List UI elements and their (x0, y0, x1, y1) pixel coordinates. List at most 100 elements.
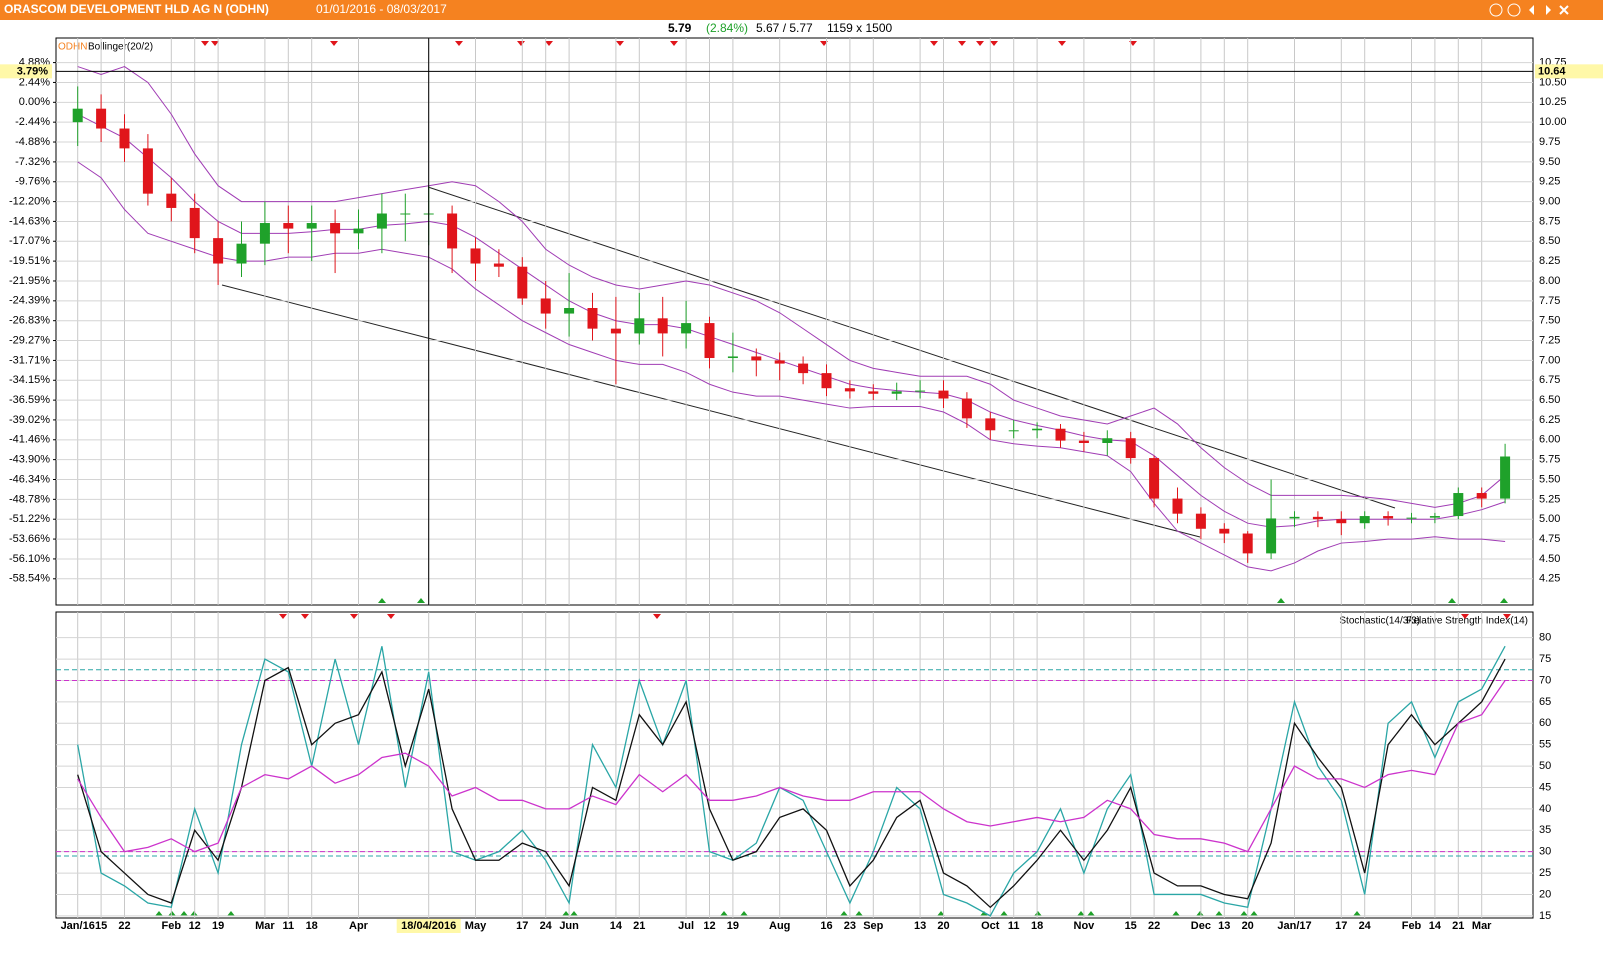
y2-tick-label: -24.39% (9, 295, 50, 307)
x-tick-label: Jul (678, 920, 694, 932)
y2-tick-label: -14.63% (9, 215, 50, 227)
candle-body (1032, 428, 1043, 431)
candle-body (1078, 440, 1089, 443)
crosshair-y2-label: 3.79% (17, 65, 48, 77)
candle-body (517, 266, 528, 299)
legend-symbol: ODHN (58, 42, 87, 53)
size: 1159 x 1500 (827, 21, 892, 35)
y2-tick-label: -53.66% (9, 533, 50, 545)
candle-body (493, 263, 504, 267)
y-tick-label: 65 (1539, 696, 1551, 708)
y-tick-label: 5.00 (1539, 513, 1560, 525)
y-tick-label: 20 (1539, 888, 1551, 900)
x-tick-label: Sep (863, 920, 883, 932)
candle-body (400, 213, 411, 215)
x-tick-label: Nov (1074, 920, 1096, 932)
bid-ask: 5.67 / 5.77 (756, 21, 813, 35)
candle-body (1195, 513, 1206, 529)
x-tick-label: 20 (1242, 920, 1254, 932)
title: ORASCOM DEVELOPMENT HLD AG N (ODHN) (4, 2, 269, 16)
candle-body (1125, 438, 1136, 459)
close[interactable] (1559, 5, 1569, 15)
x-tick-label: Feb (1402, 920, 1422, 932)
prev[interactable] (1529, 5, 1534, 15)
trend-line (427, 186, 1396, 509)
y-tick-label: 25 (1539, 867, 1551, 879)
x-tick-label: Jun (559, 920, 579, 932)
x-tick-label: 22 (1148, 920, 1160, 932)
x-tick-label: 15 (1125, 920, 1137, 932)
y-tick-label: 5.75 (1539, 454, 1560, 466)
candle-body (259, 223, 270, 244)
x-tick-label: 11 (282, 920, 294, 932)
y-tick-label: 7.75 (1539, 295, 1560, 307)
y-tick-label: 9.75 (1539, 136, 1560, 148)
x-tick-label: 12 (703, 920, 715, 932)
candle-body (119, 128, 130, 149)
candle-body (704, 323, 715, 359)
x-tick-label: Jan/17 (1277, 920, 1311, 932)
candle-body (330, 223, 341, 234)
y2-tick-label: -26.83% (9, 315, 50, 327)
candle-body (985, 418, 996, 431)
candle-body (774, 360, 785, 364)
candle-body (213, 238, 224, 264)
x-tick-label: 20 (937, 920, 949, 932)
indicator-line (77, 658, 1506, 909)
window-controls[interactable] (1489, 3, 1569, 17)
candle-body (657, 318, 668, 334)
candle-body (1102, 438, 1113, 443)
next[interactable] (1546, 5, 1551, 15)
x-tick-label: 21 (1452, 920, 1464, 932)
x-tick-label: 11 (1008, 920, 1020, 932)
x-tick-label: 14 (1429, 920, 1442, 932)
candle-body (353, 228, 364, 234)
y-tick-label: 60 (1539, 717, 1551, 729)
candle-body (1149, 458, 1160, 499)
y2-tick-label: -34.15% (9, 374, 50, 386)
oscillator-panel (55, 611, 1534, 919)
candle-body (1312, 516, 1323, 520)
candle-body (1008, 430, 1019, 432)
y-tick-label: 7.25 (1539, 334, 1560, 346)
y2-tick-label: -56.10% (9, 553, 50, 565)
x-tick-label: 24 (540, 920, 553, 932)
candle-body (938, 390, 949, 399)
candle-body (236, 243, 247, 264)
y2-tick-label: -9.76% (15, 176, 50, 188)
y-tick-label: 4.50 (1539, 553, 1560, 565)
y-tick-label: 80 (1539, 632, 1551, 644)
candle-body (96, 108, 107, 129)
x-tick-label: 15 (95, 920, 107, 932)
y-tick-label: 70 (1539, 674, 1551, 686)
candle-body (166, 193, 177, 208)
candle-body (1055, 428, 1066, 441)
y2-tick-label: -39.02% (9, 414, 50, 426)
y-tick-label: 50 (1539, 760, 1551, 772)
y-tick-label: 10.50 (1539, 76, 1567, 88)
y2-tick-label: 2.44% (19, 76, 50, 88)
y-tick-label: 35 (1539, 824, 1551, 836)
y2-tick-label: -41.46% (9, 434, 50, 446)
minimize[interactable] (1489, 3, 1503, 17)
x-tick-label: 18/04/2016 (401, 920, 456, 932)
y2-tick-label: -36.59% (9, 394, 50, 406)
x-tick-label: Oct (981, 920, 1000, 932)
x-tick-label: 12 (189, 920, 201, 932)
change: (2.84%) (706, 21, 748, 35)
candle-body (634, 318, 645, 334)
candle-body (1219, 528, 1230, 534)
zoom-in[interactable] (1507, 3, 1521, 17)
y2-tick-label: -58.54% (9, 573, 50, 585)
y-tick-label: 9.25 (1539, 176, 1560, 188)
x-tick-label: Mar (255, 920, 275, 932)
candle-body (891, 391, 902, 394)
candle-body (1429, 516, 1440, 518)
x-tick-label: Aug (769, 920, 790, 932)
x-tick-label: Feb (162, 920, 182, 932)
y-tick-label: 7.00 (1539, 354, 1560, 366)
candle-body (961, 398, 972, 419)
y-tick-label: 6.25 (1539, 414, 1560, 426)
y-tick-label: 9.00 (1539, 195, 1560, 207)
